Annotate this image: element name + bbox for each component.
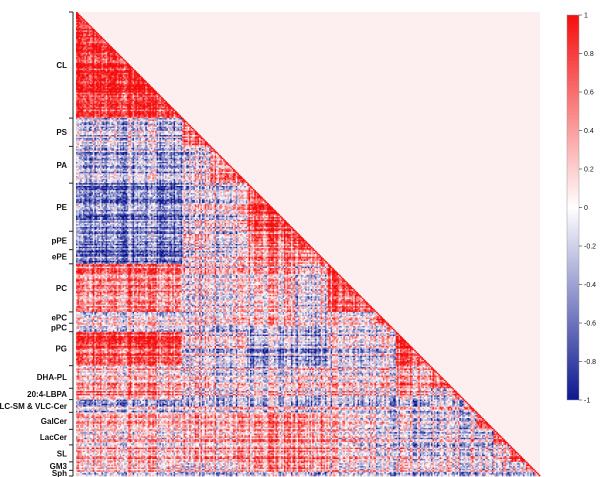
- correlation-heatmap: CLCLPSPSPAPAPEPEpPEpPEePEePEPCPCePCePCpP…: [0, 0, 600, 477]
- heatmap-cells: [76, 12, 540, 476]
